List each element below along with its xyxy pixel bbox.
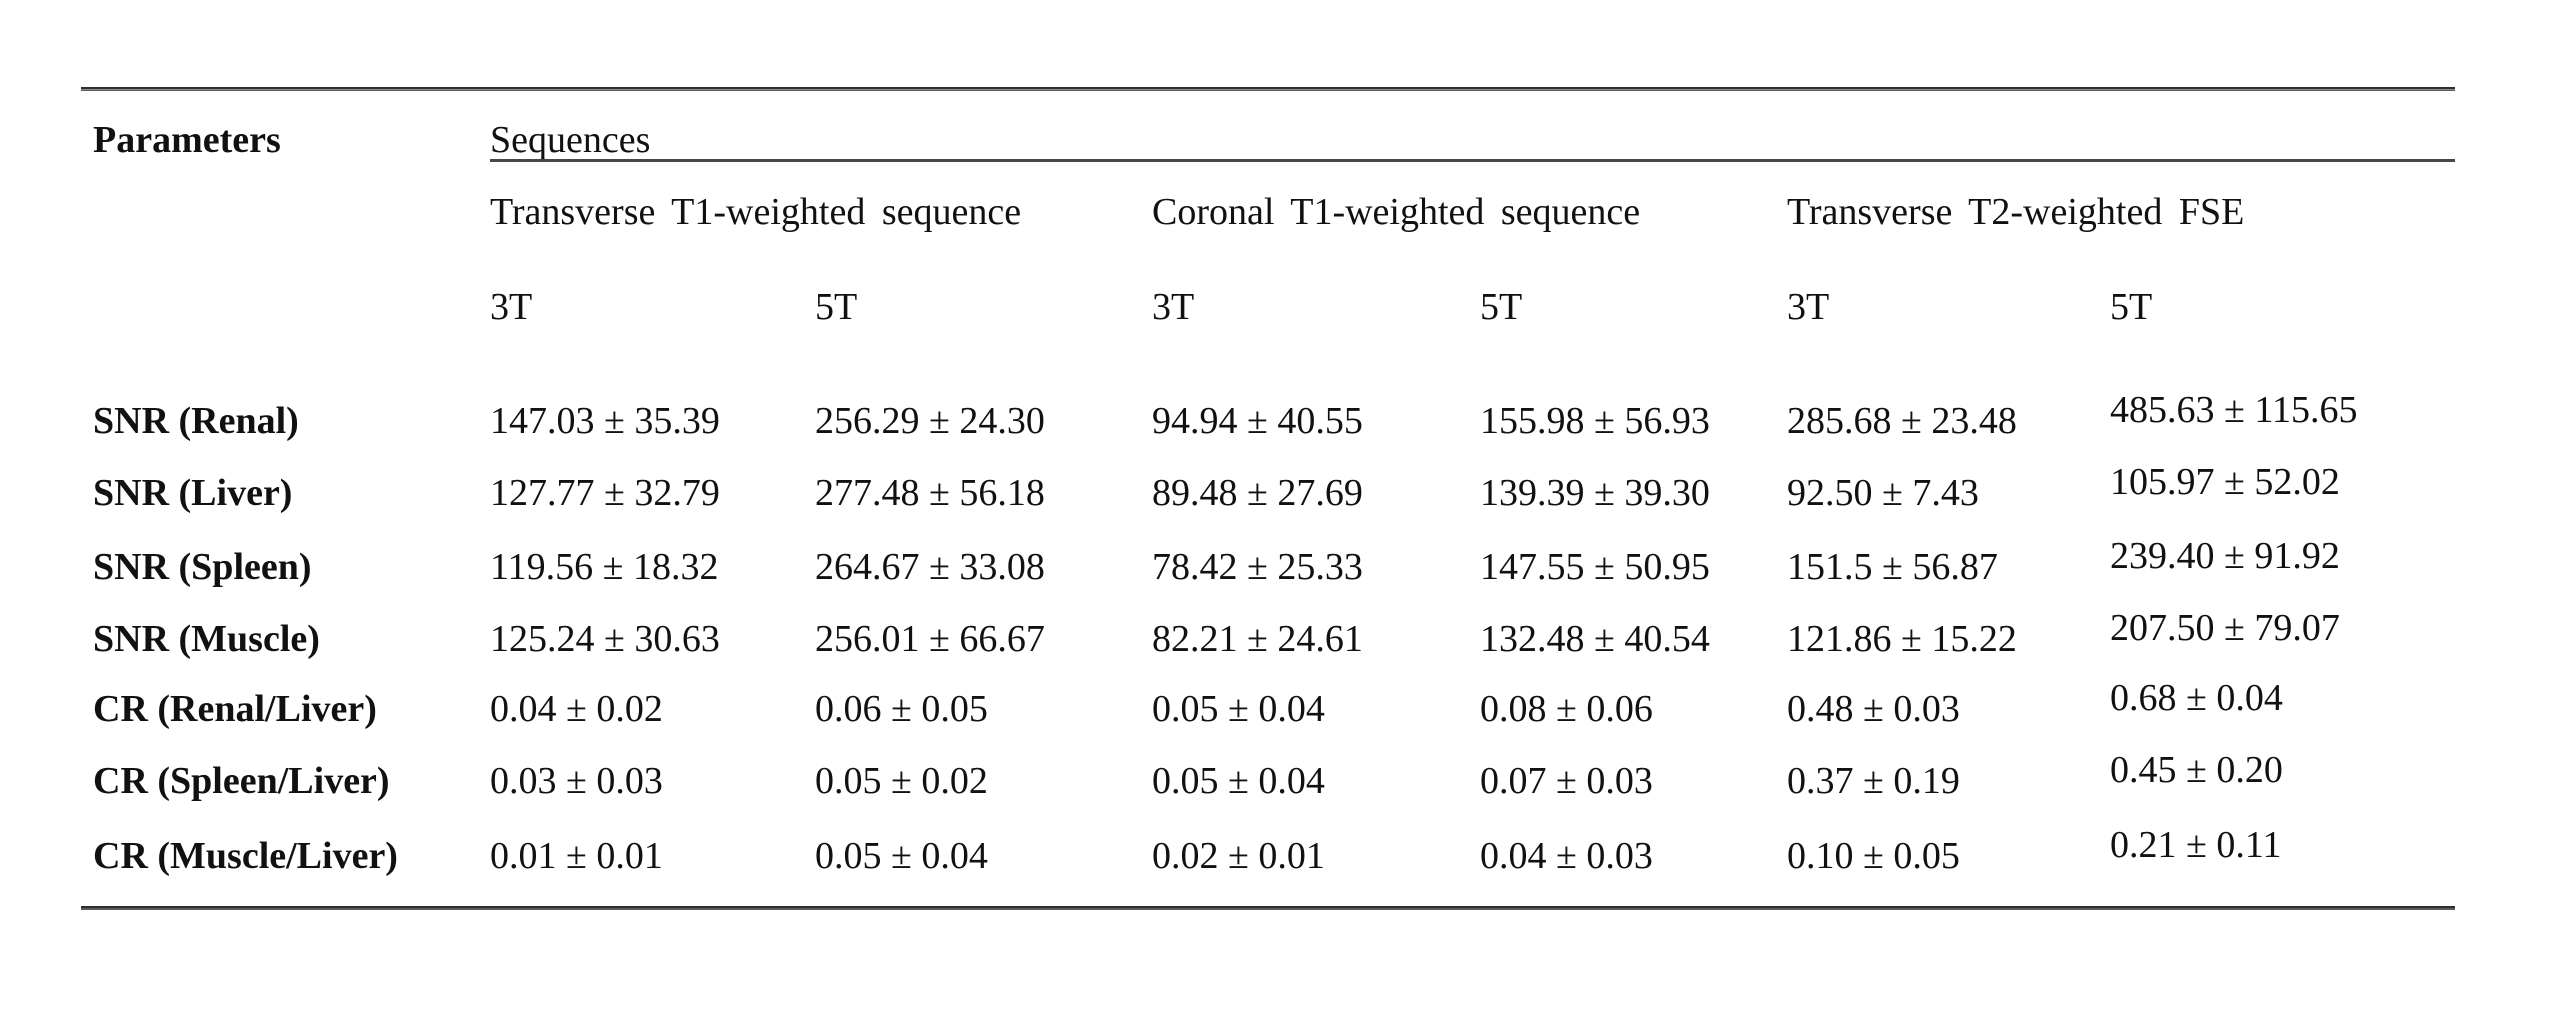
value-cell: 277.48 ± 56.18 xyxy=(815,472,1045,514)
value-cell: 89.48 ± 27.69 xyxy=(1152,472,1363,514)
field-strength-header: 5T xyxy=(815,286,858,328)
field-strength-header: 5T xyxy=(1480,286,1523,328)
table-bottom-rule xyxy=(81,906,2455,910)
field-strength-header: 3T xyxy=(1152,286,1195,328)
value-cell: 82.21 ± 24.61 xyxy=(1152,618,1363,660)
row-label: SNR (Muscle) xyxy=(93,618,320,660)
row-label: SNR (Spleen) xyxy=(93,546,312,588)
table-row: SNR (Renal) 147.03 ± 35.39 256.29 ± 24.3… xyxy=(81,389,2455,445)
value-cell: 0.48 ± 0.03 xyxy=(1787,688,1960,730)
row-label: SNR (Renal) xyxy=(93,400,299,442)
value-cell: 127.77 ± 32.79 xyxy=(490,472,720,514)
row-label: SNR (Liver) xyxy=(93,472,293,514)
value-cell: 92.50 ± 7.43 xyxy=(1787,472,1979,514)
table-row: CR (Muscle/Liver) 0.01 ± 0.01 0.05 ± 0.0… xyxy=(81,824,2455,880)
sequences-underline xyxy=(490,159,2455,162)
row-label: CR (Spleen/Liver) xyxy=(93,760,390,802)
value-cell: 155.98 ± 56.93 xyxy=(1480,400,1710,442)
table-top-rule xyxy=(81,87,2455,91)
value-cell: 0.04 ± 0.02 xyxy=(490,688,663,730)
value-cell: 0.05 ± 0.04 xyxy=(815,835,988,877)
table-row: CR (Spleen/Liver) 0.03 ± 0.03 0.05 ± 0.0… xyxy=(81,749,2455,805)
empty-header-cell xyxy=(81,188,490,236)
sequence-group-transverse-t2: Transverse T2-weighted FSE xyxy=(1787,191,2245,233)
value-cell: 0.04 ± 0.03 xyxy=(1480,835,1653,877)
value-cell: 119.56 ± 18.32 xyxy=(490,546,719,588)
sequence-group-transverse-t1: Transverse T1-weighted sequence xyxy=(490,191,1022,233)
value-cell: 485.63 ± 115.65 xyxy=(2110,389,2358,431)
value-cell: 256.01 ± 66.67 xyxy=(815,618,1045,660)
sequences-group-header: Sequences xyxy=(490,119,651,161)
value-cell: 0.07 ± 0.03 xyxy=(1480,760,1653,802)
value-cell: 0.01 ± 0.01 xyxy=(490,835,663,877)
value-cell: 256.29 ± 24.30 xyxy=(815,400,1045,442)
value-cell: 147.03 ± 35.39 xyxy=(490,400,720,442)
value-cell: 94.94 ± 40.55 xyxy=(1152,400,1363,442)
value-cell: 132.48 ± 40.54 xyxy=(1480,618,1710,660)
table-row: SNR (Muscle) 125.24 ± 30.63 256.01 ± 66.… xyxy=(81,607,2455,663)
value-cell: 105.97 ± 52.02 xyxy=(2110,461,2340,503)
value-cell: 0.45 ± 0.20 xyxy=(2110,749,2283,791)
value-cell: 121.86 ± 15.22 xyxy=(1787,618,2017,660)
value-cell: 0.05 ± 0.02 xyxy=(815,760,988,802)
table-header-row-groups: Parameters Sequences xyxy=(81,116,2455,164)
field-strength-header: 5T xyxy=(2110,286,2153,328)
value-cell: 139.39 ± 39.30 xyxy=(1480,472,1710,514)
value-cell: 0.02 ± 0.01 xyxy=(1152,835,1325,877)
value-cell: 147.55 ± 50.95 xyxy=(1480,546,1710,588)
field-strength-header: 3T xyxy=(490,286,533,328)
parameters-column-header: Parameters xyxy=(93,119,281,161)
value-cell: 239.40 ± 91.92 xyxy=(2110,535,2340,577)
value-cell: 0.68 ± 0.04 xyxy=(2110,677,2283,719)
empty-header-cell xyxy=(81,283,490,331)
table-row: SNR (Liver) 127.77 ± 32.79 277.48 ± 56.1… xyxy=(81,461,2455,517)
field-strength-header: 3T xyxy=(1787,286,1830,328)
value-cell: 0.37 ± 0.19 xyxy=(1787,760,1960,802)
value-cell: 151.5 ± 56.87 xyxy=(1787,546,1998,588)
table-header-row-sequences: Transverse T1-weighted sequence Coronal … xyxy=(81,188,2455,236)
value-cell: 0.21 ± 0.11 xyxy=(2110,824,2282,866)
sequence-group-coronal-t1: Coronal T1-weighted sequence xyxy=(1152,191,1641,233)
value-cell: 78.42 ± 25.33 xyxy=(1152,546,1363,588)
value-cell: 0.06 ± 0.05 xyxy=(815,688,988,730)
value-cell: 264.67 ± 33.08 xyxy=(815,546,1045,588)
table-row: SNR (Spleen) 119.56 ± 18.32 264.67 ± 33.… xyxy=(81,535,2455,591)
table-row: CR (Renal/Liver) 0.04 ± 0.02 0.06 ± 0.05… xyxy=(81,677,2455,733)
value-cell: 0.05 ± 0.04 xyxy=(1152,760,1325,802)
row-label: CR (Muscle/Liver) xyxy=(93,835,398,877)
value-cell: 207.50 ± 79.07 xyxy=(2110,607,2340,649)
value-cell: 0.05 ± 0.04 xyxy=(1152,688,1325,730)
value-cell: 125.24 ± 30.63 xyxy=(490,618,720,660)
value-cell: 0.08 ± 0.06 xyxy=(1480,688,1653,730)
value-cell: 0.03 ± 0.03 xyxy=(490,760,663,802)
table-header-row-field-strengths: 3T 5T 3T 5T 3T 5T xyxy=(81,283,2455,331)
value-cell: 285.68 ± 23.48 xyxy=(1787,400,2017,442)
value-cell: 0.10 ± 0.05 xyxy=(1787,835,1960,877)
row-label: CR (Renal/Liver) xyxy=(93,688,377,730)
